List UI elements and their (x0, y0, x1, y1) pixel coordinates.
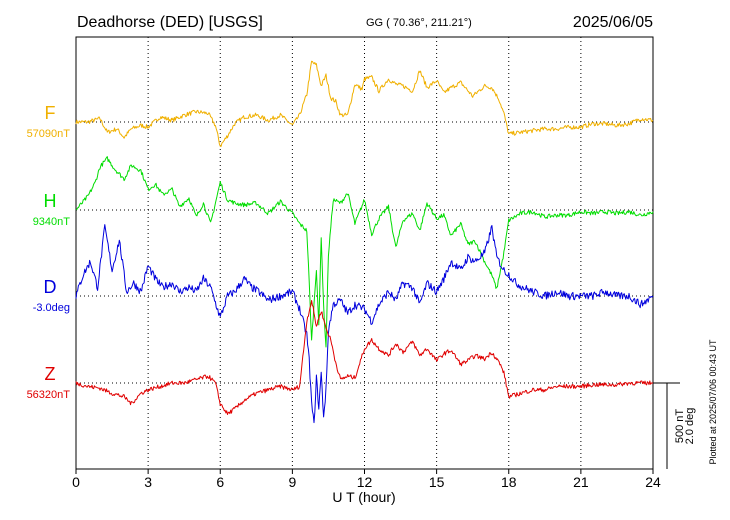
x-tick-label: 0 (72, 474, 80, 490)
series-line-h (75, 156, 654, 348)
x-axis-label: U T (hour) (332, 489, 395, 505)
series-line-d (75, 224, 654, 424)
coordinates-label: GG ( 70.36°, 211.21°) (366, 17, 472, 29)
x-tick-label: 9 (288, 474, 296, 490)
series-baseline-f: 57090nT (27, 128, 71, 140)
date-label: 2025/06/05 (573, 14, 653, 31)
x-tick-label: 12 (357, 474, 373, 490)
series-lines (75, 60, 654, 424)
series-baseline-z: 56320nT (27, 389, 71, 401)
series-name-d: D (44, 277, 57, 297)
series-baseline-d: -3.0deg (33, 302, 70, 314)
grid (147, 37, 582, 469)
series-name-h: H (44, 191, 57, 211)
plotted-note: Plotted at 2025/07/06 00:43 UT (708, 339, 718, 465)
series-baseline-h: 9340nT (33, 216, 71, 228)
x-tick-label: 6 (216, 474, 224, 490)
x-tick-label: 3 (144, 474, 152, 490)
x-tick-label: 21 (573, 474, 589, 490)
series-labels: F 57090nT H 9340nT D -3.0deg Z 56320nT (27, 103, 71, 401)
series-line-f (75, 60, 654, 147)
scale-bar-nt-label: 500 nT (674, 409, 686, 444)
series-line-z (75, 300, 653, 415)
x-tick-label: 15 (429, 474, 445, 490)
series-name-f: F (45, 103, 56, 123)
series-name-z: Z (45, 364, 56, 384)
x-axis-ticks: 0 3 6 9 12 15 18 21 24 (72, 469, 661, 490)
scale-bar-deg-label: 2.0 deg (684, 408, 696, 445)
scale-bar: 500 nT 2.0 deg (653, 382, 696, 469)
x-tick-label: 24 (645, 474, 661, 490)
x-tick-label: 18 (501, 474, 517, 490)
station-title: Deadhorse (DED) [USGS] (77, 14, 263, 31)
